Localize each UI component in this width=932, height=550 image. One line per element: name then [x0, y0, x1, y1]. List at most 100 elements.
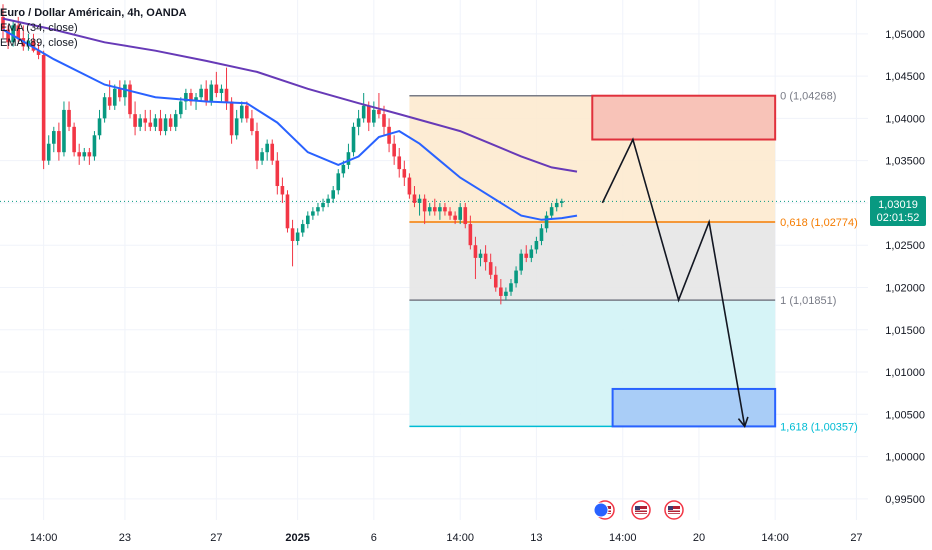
price-tick-label: 1,01000 — [885, 367, 925, 379]
candle-body — [62, 109, 66, 153]
current-price-badge: 1,03019 02:01:52 — [870, 196, 926, 226]
candle-body — [311, 211, 315, 216]
candle-body — [321, 202, 325, 208]
time-tick-label: 2025 — [285, 532, 309, 544]
candle-body — [107, 97, 112, 106]
flag-canton-icon — [635, 506, 640, 510]
candle-body — [534, 240, 539, 250]
projection-path[interactable] — [601, 137, 749, 429]
candle-body — [509, 283, 513, 292]
candle-body — [148, 122, 153, 127]
time-tick-label: 20 — [693, 532, 705, 544]
candle-body — [112, 88, 117, 106]
candle-body — [118, 88, 122, 98]
candle-body — [234, 118, 239, 136]
fibonacci-retracement[interactable] — [409, 94, 776, 428]
candle-body — [173, 114, 178, 127]
candle-body — [179, 101, 183, 115]
ema-lines — [2, 17, 578, 221]
sell-zone — [591, 94, 777, 141]
candle-body — [138, 118, 142, 127]
flag-stripe-white-icon — [668, 509, 680, 511]
fibonacci-labels: 0 (1,04268) 0,618 (1,02774) 1 (1,01851) 1,6… — [780, 91, 858, 434]
time-tick-label: 14:00 — [30, 532, 58, 544]
symbol-title[interactable]: Euro / Dollar Américain, 4h, OANDA — [0, 7, 187, 19]
time-tick-label: 14:00 — [761, 532, 789, 544]
flag-stripe-white-icon — [668, 512, 680, 514]
candle-body — [519, 253, 523, 271]
candle-body — [448, 211, 452, 216]
flag-canton-icon — [668, 506, 673, 510]
candle-body — [316, 207, 320, 212]
candle-body — [31, 40, 36, 51]
candle-body — [82, 152, 87, 157]
candle-body — [356, 118, 361, 127]
candle-body — [250, 118, 254, 132]
trade-zones[interactable] — [591, 94, 777, 428]
flag-stripe-white-icon — [635, 509, 647, 511]
candle-body — [346, 152, 351, 165]
candle-body — [473, 245, 478, 258]
time-axis[interactable]: 14:00 23 27 2025 6 14:00 13 14:00 20 14:00 27 — [0, 520, 932, 550]
candle-body — [336, 173, 341, 191]
candle-body — [184, 93, 188, 102]
candle-body — [295, 232, 300, 241]
candle-body — [326, 198, 330, 203]
candle-body — [524, 253, 529, 258]
ema34-line — [2, 28, 578, 221]
candle-body — [504, 291, 508, 296]
candle-body — [397, 156, 402, 170]
candle-body — [280, 186, 285, 195]
candle-body — [275, 160, 280, 187]
candle-body — [46, 143, 51, 161]
candle-body — [544, 215, 549, 229]
price-badge-countdown: 02:01:52 — [877, 212, 920, 224]
price-tick-label: 1,04000 — [885, 113, 925, 125]
candlesticks — [1, 4, 564, 305]
candle-body — [72, 126, 76, 153]
fib-level-label: 1 (1,01851) — [780, 295, 836, 307]
candle-body — [443, 207, 447, 212]
ema89-legend[interactable]: EMA (89, close) — [0, 37, 78, 49]
candle-body — [458, 207, 462, 220]
candle-body — [229, 101, 234, 136]
candle-body — [407, 177, 412, 195]
economic-events[interactable] — [593, 500, 684, 520]
time-tick-label: 23 — [119, 532, 131, 544]
candle-body — [239, 105, 244, 119]
fib-level-label: 0 (1,04268) — [780, 91, 836, 103]
time-tick-label: 14:00 — [609, 532, 637, 544]
time-axis-bg — [0, 520, 932, 550]
price-tick-label: 1,03500 — [885, 156, 925, 168]
candle-body — [361, 105, 366, 119]
projection-line — [601, 137, 746, 427]
candle-body — [189, 93, 193, 102]
candle-body — [224, 88, 229, 102]
price-axis[interactable]: 0,99500 1,00000 1,00500 1,01000 1,01500 1,020… — [868, 0, 932, 550]
candle-body — [1, 16, 5, 30]
candle-body — [290, 228, 295, 241]
projection-arrowhead — [737, 416, 749, 429]
candle-body — [331, 190, 335, 199]
candle-body — [560, 201, 564, 203]
candle-body — [245, 105, 249, 119]
chart-legend: Euro / Dollar Américain, 4h, OANDA EMA (… — [0, 6, 187, 51]
candle-body — [417, 198, 422, 203]
time-tick-label: 14:00 — [446, 532, 474, 544]
candle-body — [92, 135, 97, 157]
candle-body — [453, 215, 457, 220]
time-tick-label: 6 — [371, 532, 377, 544]
flag-stripe-white-icon — [635, 512, 647, 514]
candle-body — [67, 109, 71, 127]
candle-body — [377, 109, 381, 115]
time-tick-label: 27 — [210, 532, 222, 544]
candle-body — [260, 152, 264, 161]
candle-body — [77, 152, 81, 157]
price-badge-bg — [870, 196, 926, 226]
candle-body — [36, 50, 41, 55]
price-tick-label: 1,02500 — [885, 240, 925, 252]
candle-body — [366, 105, 371, 123]
candle-body — [468, 224, 473, 246]
ema34-legend[interactable]: EMA (34, close) — [0, 22, 78, 34]
